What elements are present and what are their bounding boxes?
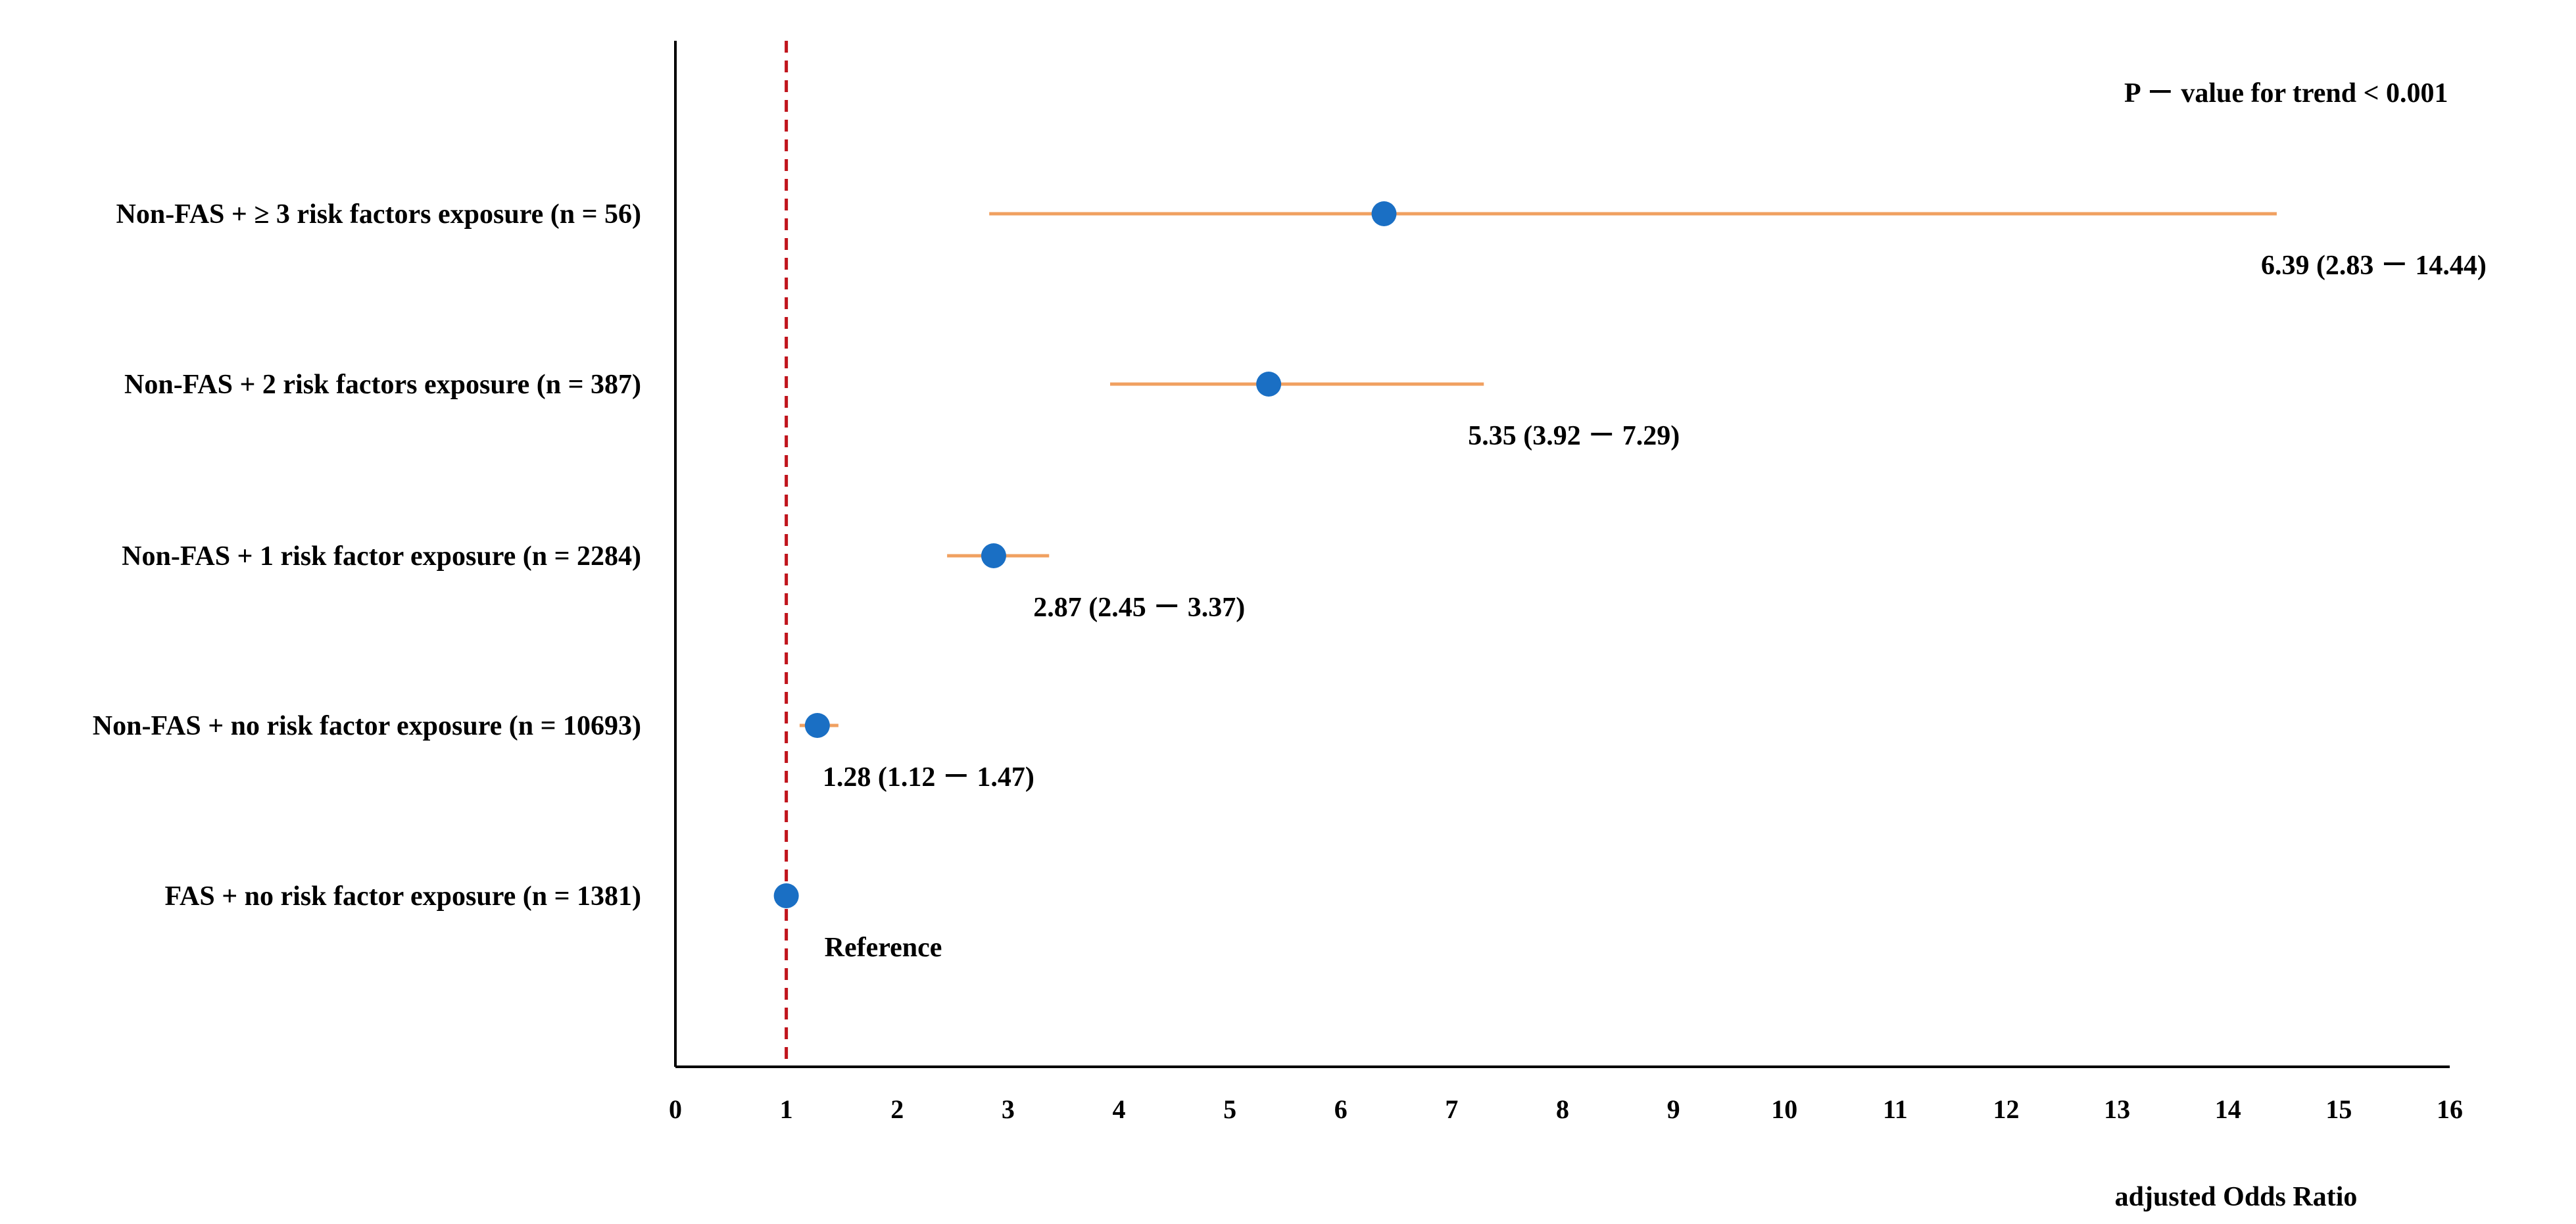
x-tick-label: 5 — [1223, 1094, 1236, 1124]
or-ci-label: Reference — [825, 933, 942, 963]
row-label: Non-FAS + ≥ 3 risk factors exposure (n =… — [116, 199, 642, 230]
x-tick-label: 14 — [2215, 1094, 2241, 1124]
x-tick-label: 11 — [1883, 1094, 1908, 1124]
x-tick-label: 6 — [1334, 1094, 1348, 1124]
point-estimate — [1371, 201, 1397, 226]
row-labels: Non-FAS + ≥ 3 risk factors exposure (n =… — [93, 199, 2487, 963]
axes — [674, 41, 2450, 1068]
x-tick-label: 7 — [1445, 1094, 1458, 1124]
point-estimates — [773, 201, 1397, 908]
x-tick-label: 9 — [1667, 1094, 1680, 1124]
or-ci-label: 6.39 (2.83 － 14.44) — [2261, 251, 2487, 281]
row-label: Non-FAS + 2 risk factors exposure (n = 3… — [124, 370, 641, 400]
row-label: Non-FAS + 1 risk factor exposure (n = 22… — [122, 541, 641, 572]
point-estimate — [804, 713, 830, 738]
x-tick-label: 1 — [780, 1094, 793, 1124]
x-tick-label: 2 — [890, 1094, 904, 1124]
x-tick-label: 0 — [669, 1094, 682, 1124]
trend-p-value: P － value for trend < 0.001 — [2124, 78, 2448, 109]
x-tick-label: 12 — [1993, 1094, 2020, 1124]
row-label: Non-FAS + no risk factor exposure (n = 1… — [93, 711, 641, 741]
x-tick-label: 10 — [1771, 1094, 1797, 1124]
x-tick-label: 15 — [2325, 1094, 2352, 1124]
x-tick-label: 16 — [2437, 1094, 2463, 1124]
row-label: FAS + no risk factor exposure (n = 1381) — [164, 881, 641, 912]
x-tick-label: 13 — [2104, 1094, 2130, 1124]
or-ci-label: 1.28 (1.12 － 1.47) — [823, 762, 1034, 793]
or-ci-label: 2.87 (2.45 － 3.37) — [1033, 593, 1245, 623]
x-axis-title: adjusted Odds Ratio — [2115, 1182, 2358, 1212]
point-estimate — [981, 543, 1006, 568]
x-tick-label: 8 — [1556, 1094, 1569, 1124]
x-tick-label: 4 — [1113, 1094, 1126, 1124]
point-estimate — [773, 883, 799, 908]
confidence-intervals — [799, 212, 2277, 727]
x-tick-label: 3 — [1002, 1094, 1015, 1124]
or-ci-label: 5.35 (3.92 － 7.29) — [1468, 421, 1680, 451]
x-tick-labels: 0 1 2 3 4 5 6 7 8 9 10 11 12 13 14 15 16 — [669, 1094, 2463, 1124]
point-estimate — [1256, 372, 1282, 397]
